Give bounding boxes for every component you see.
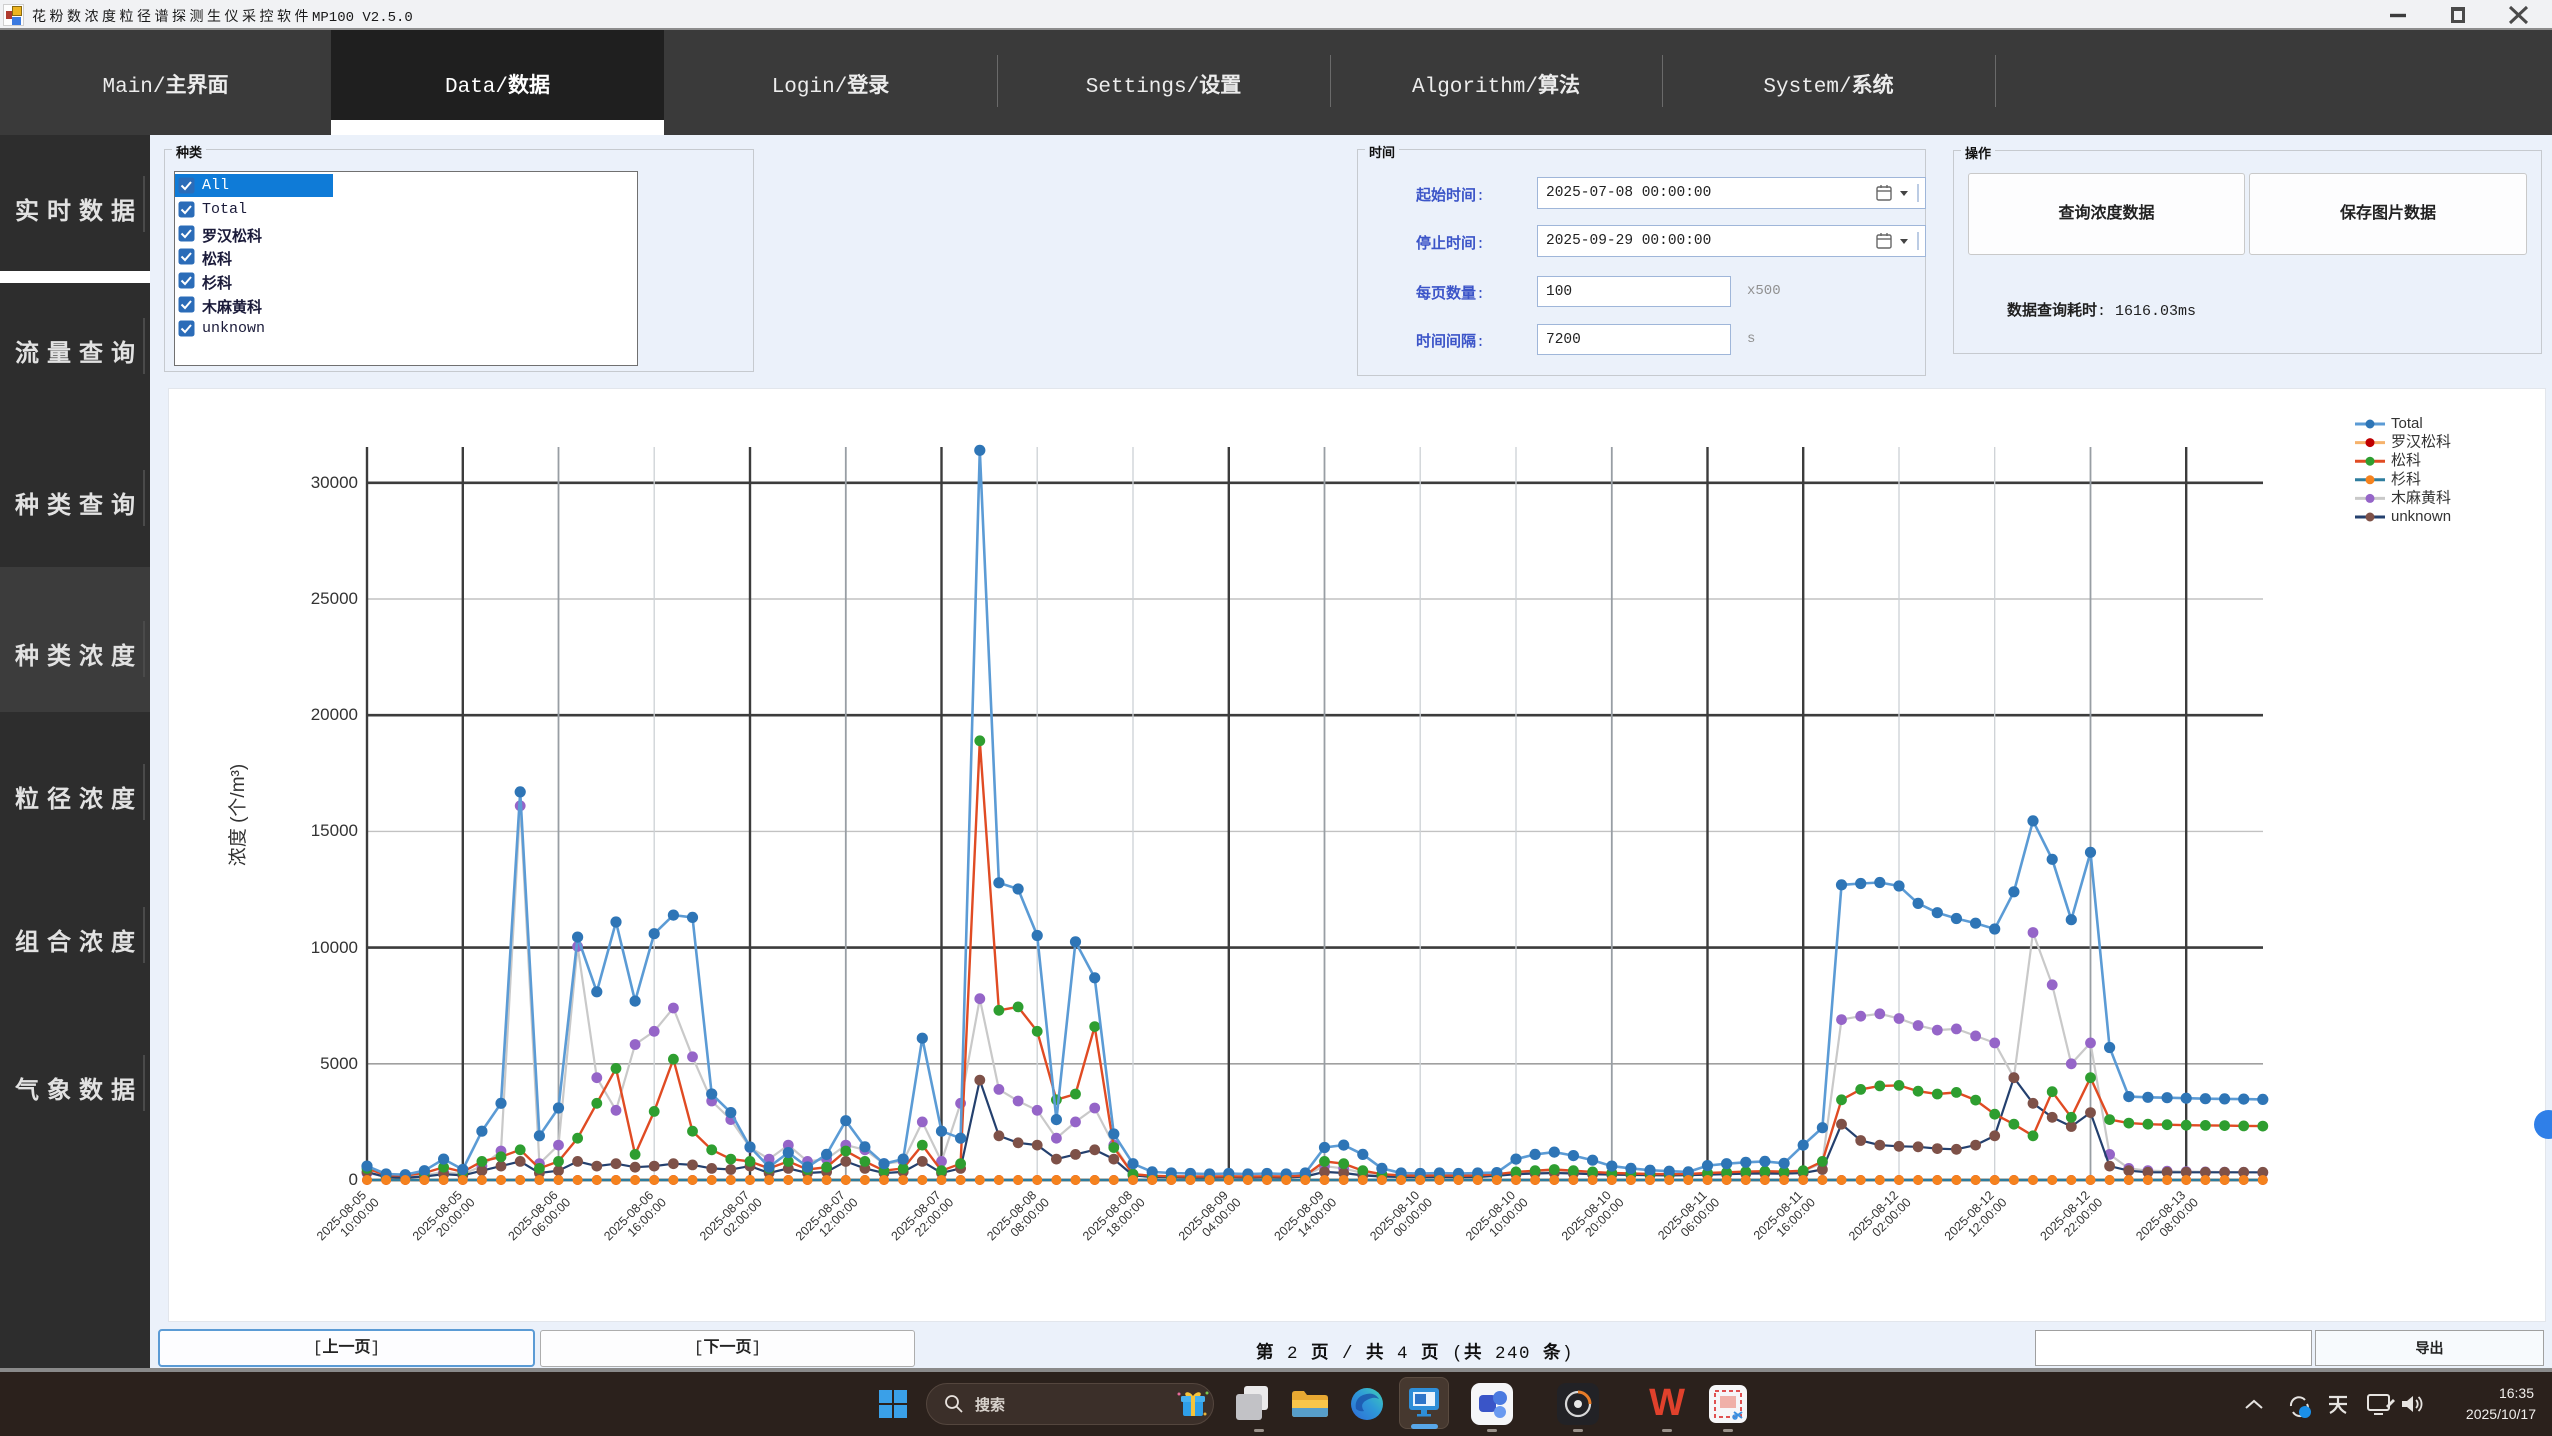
svg-text:Total: Total (2391, 415, 2423, 432)
svg-text:罗汉松科: 罗汉松科 (2391, 434, 2451, 451)
svg-text:木麻黄科: 木麻黄科 (2391, 489, 2451, 506)
svg-text:5000: 5000 (320, 1054, 358, 1073)
svg-text:30000: 30000 (311, 473, 358, 492)
svg-text:0: 0 (349, 1170, 358, 1189)
svg-text:松科: 松科 (2391, 452, 2421, 469)
svg-text:unknown: unknown (2391, 508, 2451, 525)
svg-text:杉科: 杉科 (2391, 471, 2421, 488)
svg-text:浓度 (个/m³): 浓度 (个/m³) (227, 764, 249, 866)
svg-text:15000: 15000 (311, 821, 358, 840)
svg-text:20000: 20000 (311, 705, 358, 724)
svg-text:10000: 10000 (311, 938, 358, 957)
svg-text:25000: 25000 (311, 589, 358, 608)
